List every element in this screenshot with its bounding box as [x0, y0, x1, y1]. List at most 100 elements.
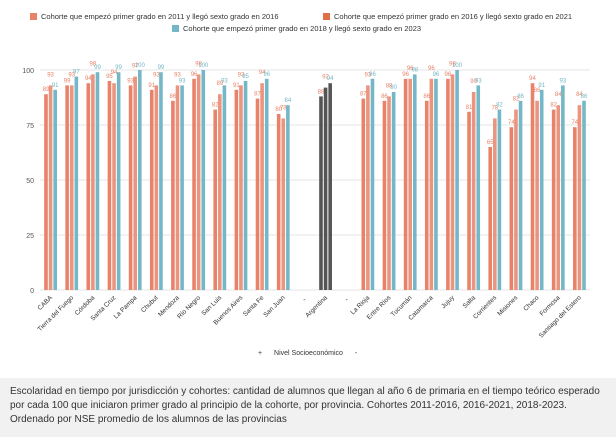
- legend-item-2016[interactable]: Cohorte que empezó primer grado en 2016 …: [323, 12, 572, 21]
- bar: [107, 81, 112, 290]
- x-tick-label: Chubut: [140, 294, 160, 314]
- x-tick-separator: -: [346, 297, 349, 304]
- bar: [471, 92, 476, 290]
- y-tick-label: 0: [30, 288, 34, 295]
- bar: [366, 85, 370, 291]
- data-label: 96: [433, 72, 440, 78]
- legend-swatch-2016: [323, 13, 330, 20]
- data-label: 95: [106, 74, 113, 80]
- bar: [196, 74, 201, 291]
- bar: [213, 109, 218, 290]
- data-label: 65: [487, 140, 494, 146]
- nse-plus: +: [258, 350, 263, 357]
- data-label: 86: [423, 94, 430, 100]
- data-label: 84: [285, 98, 292, 104]
- bar: [424, 100, 429, 290]
- y-tick-label: 100: [22, 68, 34, 75]
- data-label: 100: [452, 63, 463, 69]
- bar: [133, 76, 137, 290]
- x-tick-label: Salta: [462, 294, 478, 310]
- data-label: 99: [94, 65, 101, 71]
- legend-label-2018: Cohorte que empezó primer grado en 2018 …: [183, 24, 422, 33]
- data-label: 78: [280, 105, 287, 111]
- bar: [518, 100, 523, 290]
- data-label: 96: [369, 72, 376, 78]
- data-label: 97: [132, 64, 139, 70]
- data-label: 99: [64, 78, 71, 84]
- data-label: 84: [555, 92, 562, 98]
- data-label: 100: [198, 63, 209, 69]
- bar: [577, 105, 582, 290]
- bar: [175, 85, 180, 291]
- x-tick-label: Río Negro: [176, 294, 202, 320]
- data-label: 93: [68, 72, 75, 78]
- bar: [218, 94, 222, 290]
- data-label: 86: [581, 94, 588, 100]
- data-label: 86: [170, 94, 177, 100]
- bar: [95, 72, 100, 290]
- x-tick-label: Jujuy: [440, 294, 456, 310]
- legend-item-2018[interactable]: Cohorte que empezó primer grado en 2018 …: [172, 24, 421, 33]
- bar: [488, 147, 493, 290]
- bar: [573, 127, 577, 290]
- bar: [53, 89, 57, 290]
- data-label: 86: [517, 94, 524, 100]
- bar: [323, 87, 328, 290]
- nse-label: Nivel Socioeconómico: [274, 350, 343, 357]
- bar: [65, 85, 69, 291]
- x-tick-label: San Juan: [262, 294, 287, 319]
- data-label: 96: [402, 72, 409, 78]
- bar: [260, 83, 264, 290]
- bar: [243, 81, 248, 290]
- bar: [192, 78, 196, 290]
- data-label: 93: [221, 78, 228, 84]
- data-label: 94: [111, 70, 118, 76]
- data-label: 74: [571, 120, 578, 126]
- data-label: 96: [263, 72, 270, 78]
- bar: [561, 85, 565, 291]
- data-label: 81: [466, 105, 473, 111]
- bar: [180, 85, 184, 291]
- data-label: 93: [153, 72, 160, 78]
- nse-legend: + Nivel Socioeconómico -: [258, 350, 367, 357]
- figure-caption: Escolaridad en tiempo por jurisdicción y…: [0, 378, 616, 437]
- data-label: 98: [449, 61, 456, 67]
- data-label: 93: [475, 78, 482, 84]
- bar: [112, 83, 116, 290]
- x-tick-label: Corrientes: [472, 294, 499, 321]
- bar: [467, 111, 471, 290]
- data-label: 91: [233, 83, 240, 89]
- legend-item-2011[interactable]: Cohorte que empezó primer grado en 2011 …: [30, 12, 279, 21]
- bar: [450, 74, 455, 291]
- data-label: 90: [470, 79, 477, 85]
- bar: [154, 85, 159, 291]
- bar: [128, 85, 133, 291]
- data-label: 96: [428, 66, 435, 72]
- bar: [412, 74, 417, 291]
- legend-label-2011: Cohorte que empezó primer grado en 2011 …: [41, 12, 279, 21]
- data-label: 74: [508, 120, 515, 126]
- data-label: 93: [365, 72, 372, 78]
- bar: [239, 85, 243, 291]
- data-label: 96: [191, 72, 198, 78]
- bar: [361, 98, 366, 290]
- x-tick-separator: -: [303, 297, 306, 304]
- bar: [234, 89, 239, 290]
- data-label: 93: [238, 72, 245, 78]
- bar: [509, 127, 514, 290]
- bar: [551, 109, 556, 290]
- bar: [159, 72, 163, 290]
- bar: [539, 89, 544, 290]
- data-label: 82: [513, 97, 520, 103]
- bar: [171, 100, 175, 290]
- data-label: 82: [212, 103, 219, 109]
- data-label: 86: [381, 94, 388, 100]
- data-label: 98: [90, 61, 97, 67]
- data-label: 88: [318, 89, 325, 95]
- bar: [48, 85, 53, 291]
- bar: [514, 109, 518, 290]
- data-label: 87: [254, 92, 261, 98]
- data-label: 86: [534, 88, 541, 94]
- data-label: 89: [216, 81, 223, 87]
- data-label: 95: [242, 74, 249, 80]
